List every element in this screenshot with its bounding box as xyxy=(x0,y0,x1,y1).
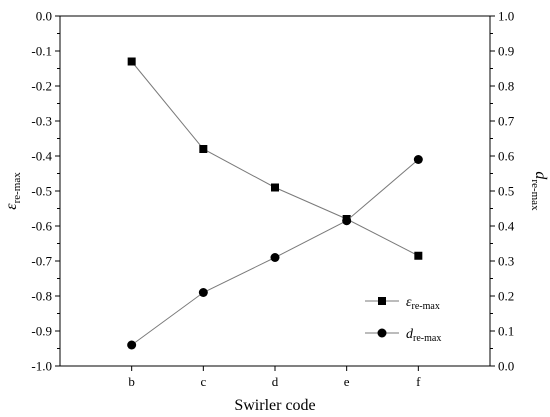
series-line-square xyxy=(131,61,419,257)
right-y-tick-label: 0.6 xyxy=(498,149,515,164)
series-layer xyxy=(127,57,423,350)
left-y-tick-label: -0.1 xyxy=(31,44,52,59)
right-y-tick-label: 1.0 xyxy=(498,9,514,24)
left-y-tick-label: -0.7 xyxy=(31,254,52,269)
legend: εre-max dre-max xyxy=(365,295,441,344)
left-y-axis-symbol: ε xyxy=(3,203,20,210)
right-y-tick-label: 0.0 xyxy=(498,359,514,374)
data-point-circle xyxy=(342,216,352,226)
right-y-tick-label: 0.8 xyxy=(498,79,514,94)
legend-label-eps: εre-max xyxy=(406,295,440,312)
right-y-tick-label: 0.3 xyxy=(498,254,514,269)
right-y-tick-label: 0.5 xyxy=(498,184,514,199)
x-axis-title: Swirler code xyxy=(234,397,315,414)
left-y-tick-label: -0.6 xyxy=(31,219,52,234)
right-y-tick-label: 0.7 xyxy=(498,114,515,129)
legend-d-symbol: d xyxy=(406,327,414,342)
x-axis: b c d e f xyxy=(128,366,421,389)
data-point-circle xyxy=(270,253,280,262)
right-y-axis-title: dre-max xyxy=(529,171,549,211)
legend-eps-sub: re-max xyxy=(412,301,440,312)
left-y-tick-label: -1.0 xyxy=(31,359,52,374)
x-tick-label: f xyxy=(416,374,421,389)
x-tick-label: d xyxy=(272,374,279,389)
left-y-tick-label: -0.9 xyxy=(31,324,52,339)
x-tick-label: b xyxy=(128,374,135,389)
data-point-circle xyxy=(198,288,208,297)
legend-eps-symbol: ε xyxy=(406,295,412,310)
right-y-tick-label: 0.4 xyxy=(498,219,515,234)
left-y-axis: 0.0 -0.1 -0.2 -0.3 -0.4 -0.5 -0.6 -0.7 -0.8 -0.9 -… xyxy=(31,9,60,374)
left-y-tick-label: 0.0 xyxy=(36,9,52,24)
left-y-tick-label: -0.3 xyxy=(31,114,52,129)
right-y-axis-subscript: re-max xyxy=(529,179,541,211)
right-y-tick-label: 0.9 xyxy=(498,44,514,59)
data-point-square xyxy=(414,251,423,260)
right-y-axis-symbol: d xyxy=(532,171,549,180)
legend-item-eps: εre-max xyxy=(365,295,440,312)
right-y-tick-label: 0.1 xyxy=(498,324,514,339)
left-y-tick-label: -0.5 xyxy=(31,184,52,199)
data-point-circle xyxy=(127,340,137,350)
left-y-tick-label: -0.2 xyxy=(31,79,52,94)
legend-item-d: dre-max xyxy=(365,327,441,344)
left-y-axis-subscript: re-max xyxy=(11,172,23,204)
data-point-circle xyxy=(413,155,423,164)
left-y-axis-title: εre-max xyxy=(3,172,23,210)
legend-square-marker xyxy=(378,297,386,305)
legend-label-d: dre-max xyxy=(406,327,441,344)
x-tick-label: c xyxy=(200,374,206,389)
legend-d-sub: re-max xyxy=(413,333,441,344)
right-y-axis: 1.0 0.9 0.8 0.7 0.6 0.5 0.4 0.3 0.2 0.1 0.0 xyxy=(490,9,515,374)
legend-circle-marker xyxy=(377,328,387,338)
data-point-square xyxy=(199,145,208,153)
data-point-square xyxy=(127,57,136,66)
left-y-tick-label: -0.8 xyxy=(31,289,52,304)
data-point-square xyxy=(271,183,279,192)
x-tick-label: e xyxy=(344,374,350,389)
left-y-tick-label: -0.4 xyxy=(31,149,52,164)
right-y-tick-label: 0.2 xyxy=(498,289,514,304)
